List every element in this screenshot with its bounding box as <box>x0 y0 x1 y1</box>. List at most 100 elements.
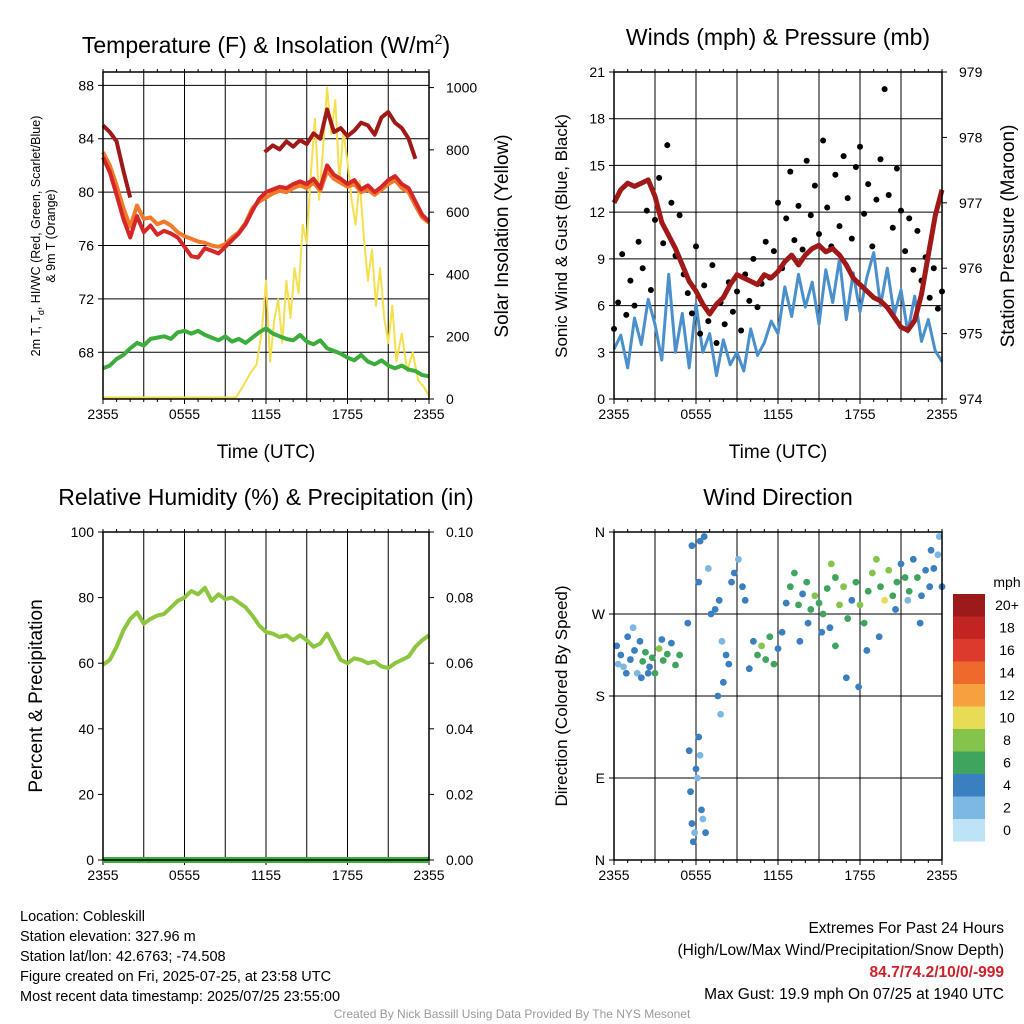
y-tick-label-right: 979 <box>959 64 983 80</box>
x-tick-label: 1155 <box>251 406 281 422</box>
x-tick-label: 1755 <box>332 406 363 422</box>
gust-point <box>840 153 847 160</box>
direction-point <box>715 596 723 604</box>
direction-point <box>614 660 622 668</box>
direction-point <box>927 546 935 554</box>
legend-swatch <box>953 661 985 684</box>
gust-point <box>857 143 863 150</box>
legend-label: 8 <box>1003 732 1011 748</box>
direction-point <box>840 583 847 591</box>
gust-point <box>631 302 638 309</box>
direction-point <box>762 656 770 663</box>
y-tick-label-left: 40 <box>78 721 94 737</box>
gust-point <box>619 251 626 258</box>
legend-label: 12 <box>999 687 1015 703</box>
x-tick-label: 2355 <box>87 406 118 422</box>
temperature-panel: Temperature (F) & Insolation (W/m2) 2355… <box>29 31 513 463</box>
gust-point <box>627 277 634 284</box>
direction-point <box>881 596 888 604</box>
direction-point <box>844 615 852 622</box>
series-line-wind <box>612 251 944 378</box>
direction-point <box>676 651 683 659</box>
direction-point <box>758 642 765 650</box>
direction-point <box>832 574 839 581</box>
y-tick-label-left: 3 <box>597 344 605 360</box>
y-tick-label-right: 0.04 <box>446 721 473 737</box>
direction-point <box>856 601 864 609</box>
y-tick-label-left: 72 <box>78 291 94 307</box>
y-tick-label-left: 21 <box>589 64 605 80</box>
gust-point <box>930 265 937 272</box>
direction-point <box>803 578 811 586</box>
gust-point <box>914 227 921 234</box>
station-elevation: Station elevation: 327.96 m <box>20 929 196 945</box>
y-tick-label-left: 80 <box>78 184 94 200</box>
direction-point <box>877 583 884 591</box>
x-tick-label: 2355 <box>598 867 629 883</box>
direction-point <box>692 765 700 773</box>
direction-point <box>826 624 834 632</box>
gust-point <box>713 339 720 346</box>
gust-point <box>881 86 888 93</box>
direction-point <box>873 555 880 563</box>
gust-point <box>869 243 876 250</box>
y-tick-label-left: 88 <box>78 77 94 93</box>
direction-point <box>622 669 630 677</box>
direction-point <box>934 551 942 559</box>
direction-point <box>636 637 644 645</box>
y-tick-label-left: 100 <box>71 524 95 540</box>
series-line-pressure <box>611 177 945 333</box>
temperature-ylabel-right: Solar Insolation (Yellow) <box>492 134 513 337</box>
direction-point <box>702 829 709 837</box>
direction-point <box>904 596 912 604</box>
y-tick-label-left: 9 <box>597 251 605 267</box>
direction-point <box>699 815 707 823</box>
extremes-subtitle: (High/Low/Max Wind/Precipitation/Snow De… <box>677 942 1005 959</box>
gust-point <box>906 215 913 222</box>
extremes-info: Extremes For Past 24 Hours (High/Low/Max… <box>678 918 1005 1006</box>
y-tick-label-right: 400 <box>446 266 470 282</box>
direction-point <box>796 637 804 645</box>
gust-point <box>795 202 802 209</box>
gust-point <box>688 310 695 317</box>
gust-point <box>873 196 880 203</box>
legend-title: mph <box>993 574 1020 590</box>
legend-swatch <box>953 639 985 662</box>
direction-point <box>868 569 876 577</box>
gust-point <box>852 163 859 170</box>
gust-point <box>643 207 650 214</box>
direction-point <box>613 642 621 650</box>
direction-point <box>893 578 901 586</box>
gust-point <box>709 262 716 269</box>
gust-point <box>889 224 896 231</box>
direction-point <box>875 633 883 641</box>
direction-point <box>823 585 831 592</box>
gust-point <box>902 248 909 255</box>
legend-label: 4 <box>1003 777 1011 793</box>
series-line-hi <box>101 123 133 198</box>
x-tick-label: 2355 <box>413 406 444 422</box>
x-tick-label: 1755 <box>332 867 363 883</box>
direction-point <box>754 651 761 659</box>
x-tick-label: 1155 <box>763 406 793 422</box>
y-tick-label-left: S <box>596 688 605 704</box>
y-tick-label-left: 0 <box>86 852 94 868</box>
direction-point <box>642 648 649 656</box>
direction-point <box>655 645 663 653</box>
y-tick-label-right: 0.00 <box>446 852 473 868</box>
x-tick-label: 1155 <box>763 867 793 883</box>
x-tick-label: 0555 <box>169 867 200 883</box>
direction-point <box>848 596 856 604</box>
legend-label: 20+ <box>995 597 1019 613</box>
legend-label: 2 <box>1003 800 1011 816</box>
gust-point <box>635 238 642 245</box>
gust-point <box>684 290 691 297</box>
gust-point <box>775 199 781 206</box>
humidity-panel: Relative Humidity (%) & Precipitation (i… <box>26 484 474 883</box>
gust-point <box>770 248 777 255</box>
direction-title: Wind Direction <box>703 484 853 510</box>
direction-point <box>718 637 726 645</box>
y-tick-label-left: E <box>596 770 605 786</box>
direction-point <box>741 596 749 604</box>
